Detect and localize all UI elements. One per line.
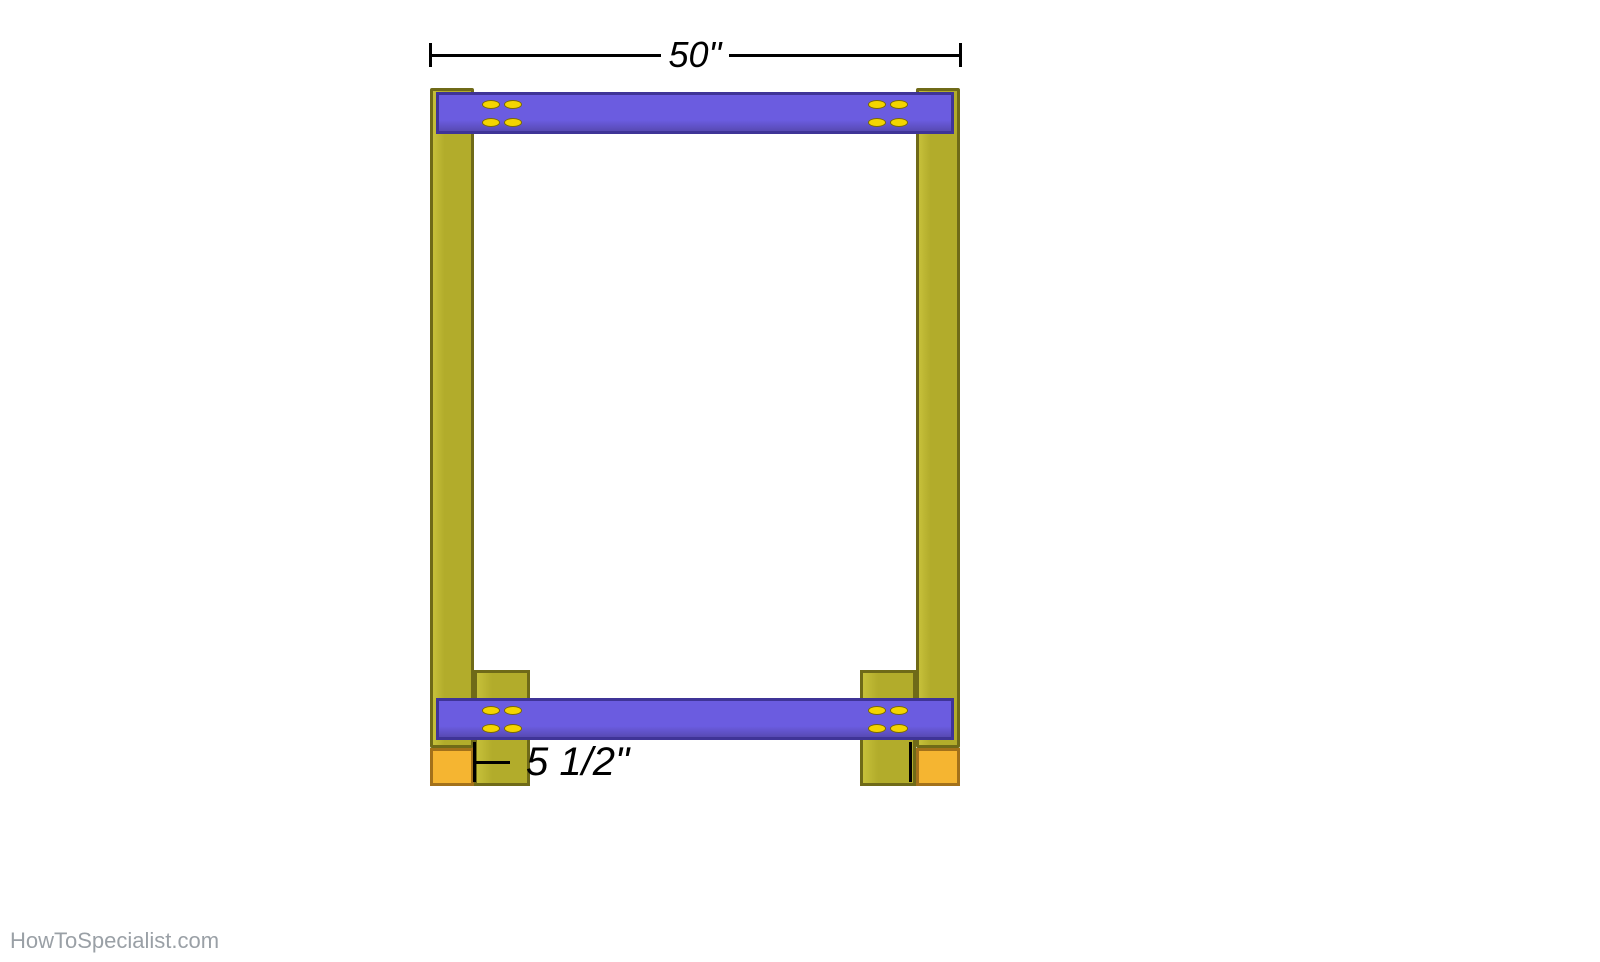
watermark-text: HowToSpecialist.com [0,920,229,962]
fastener-dot [504,100,522,109]
right-foot-block [916,748,960,786]
dimension-label: 50" [661,34,730,76]
right-post [916,88,960,748]
fastener-dot [890,100,908,109]
dimension-label: 5 1/2" [518,740,637,785]
watermark-label: HowToSpecialist.com [10,928,219,953]
left-post [430,88,474,748]
fastener-dot [890,706,908,715]
fastener-dot [482,100,500,109]
fastener-dot [504,706,522,715]
fastener-dot [482,724,500,733]
dimension-line [474,761,510,764]
fastener-dot [868,724,886,733]
fastener-dot [868,118,886,127]
fastener-dot [504,724,522,733]
dimension-tick [909,742,912,782]
top-beam [436,92,954,134]
fastener-dot [504,118,522,127]
dimension-tick [429,43,432,67]
fastener-dot [890,118,908,127]
dimension-tick [959,43,962,67]
fastener-dot [482,118,500,127]
fastener-dot [868,706,886,715]
left-foot-block [430,748,474,786]
bottom-beam [436,698,954,740]
fastener-dot [868,100,886,109]
fastener-dot [482,706,500,715]
diagram-stage: 50" 5 1/2" [0,0,1600,962]
fastener-dot [890,724,908,733]
